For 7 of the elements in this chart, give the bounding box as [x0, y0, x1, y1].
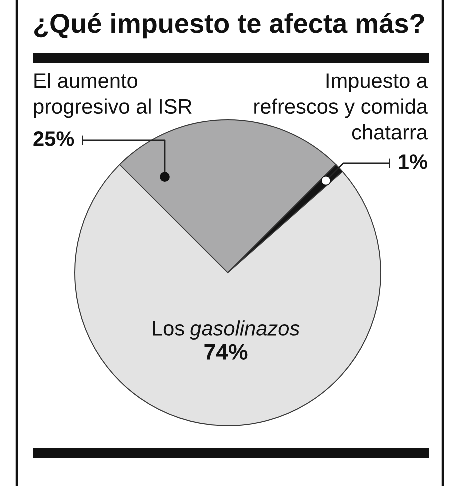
slice-label: Los gasolinazos	[153, 320, 300, 340]
slice-label: El aumento progresivo al ISR	[34, 73, 192, 118]
data-label: 25%	[34, 132, 74, 146]
slice-label: Impuesto a refrescos y comida chatarra	[254, 74, 428, 140]
data-label: 1%	[399, 154, 428, 170]
data-label: 74%	[204, 344, 248, 360]
chart-title: ¿Qué impuesto te afecta más?	[34, 13, 424, 39]
